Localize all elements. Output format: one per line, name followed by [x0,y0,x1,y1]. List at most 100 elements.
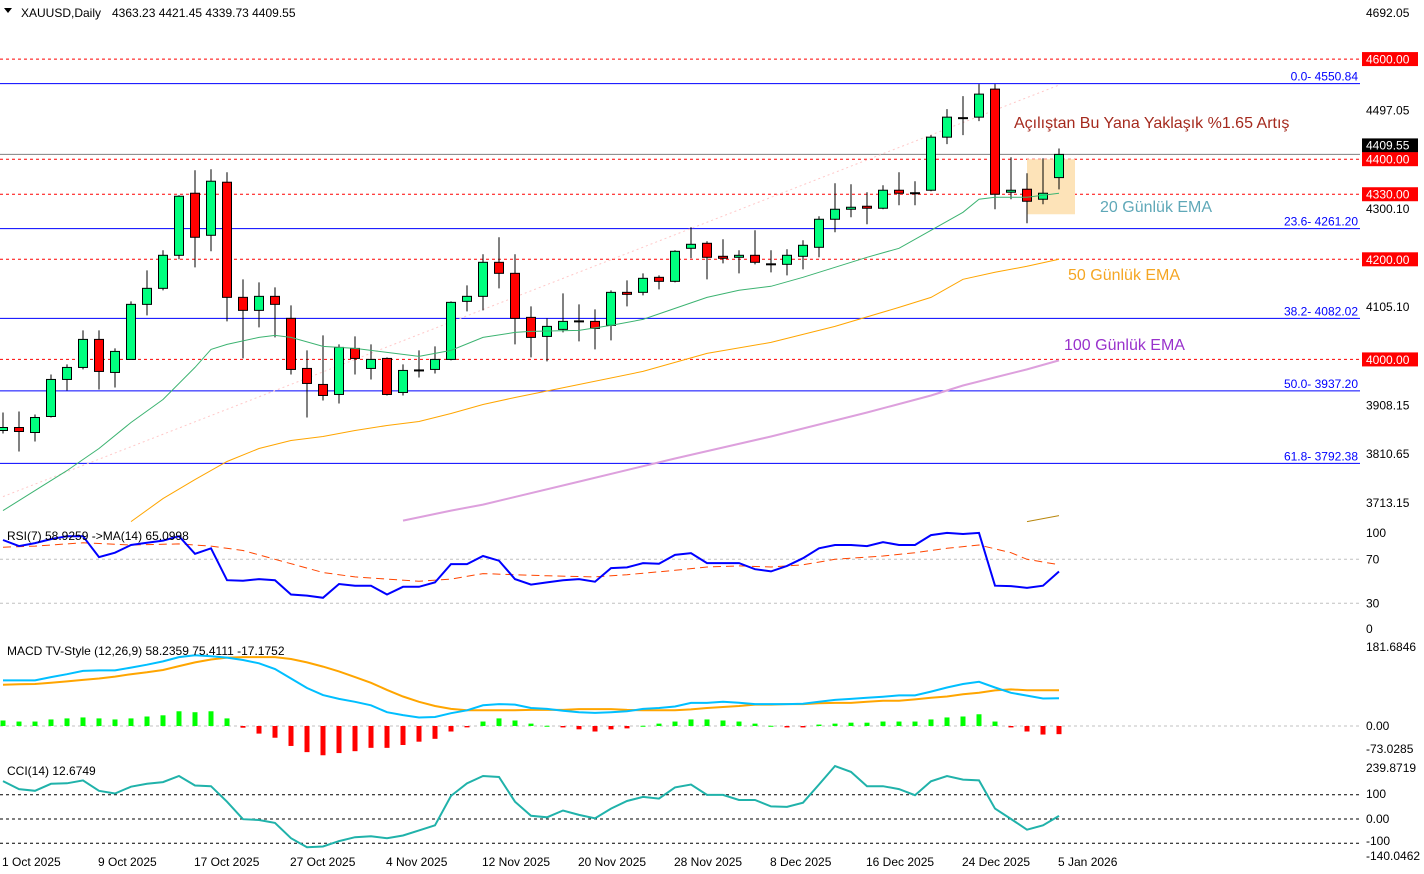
cci-axis-label: -100 [1366,834,1390,848]
candle[interactable] [110,348,120,388]
candle[interactable] [94,330,104,390]
rsi-pane[interactable] [0,531,1360,604]
candle[interactable] [958,96,968,136]
candle-body [686,243,696,249]
candle-body [798,244,808,257]
macd-histogram-bar [176,711,182,726]
macd-line [3,654,1060,719]
candle[interactable] [190,170,200,268]
candle[interactable] [382,357,392,396]
candle[interactable] [462,285,472,312]
date-axis-label: 27 Oct 2025 [290,855,356,869]
date-axis-label: 8 Dec 2025 [770,855,832,869]
candle[interactable] [126,301,136,360]
candle[interactable] [1054,148,1064,190]
level-price-tag [1362,152,1418,167]
triangle-down-icon[interactable] [4,8,12,13]
candle[interactable] [574,304,584,342]
candle[interactable] [510,254,520,345]
candle[interactable] [334,344,344,404]
candle[interactable] [942,109,952,145]
candle[interactable] [0,412,8,434]
macd-histogram-bar [704,719,710,726]
candle[interactable] [430,346,440,374]
candle[interactable] [782,249,792,276]
candle[interactable] [846,184,856,218]
candle[interactable] [702,241,712,280]
candle[interactable] [686,227,696,259]
candle[interactable] [494,237,504,289]
macd-histogram-bar [976,714,982,726]
candle-body [990,88,1000,195]
candle-body [1054,153,1064,179]
candle[interactable] [62,364,72,391]
candle[interactable] [718,239,728,264]
candle[interactable] [78,330,88,370]
candle[interactable] [414,350,424,378]
candle[interactable] [238,279,248,359]
candle[interactable] [894,172,904,206]
performance-annotation: Açılıştan Bu Yana Yaklaşık %1.65 Artış [1014,115,1289,132]
candle[interactable] [814,216,824,258]
date-axis-label: 1 Oct 2025 [2,855,61,869]
candle-body [446,301,456,360]
candle[interactable] [670,250,680,283]
candle-body [366,358,376,369]
candle[interactable] [222,172,232,322]
candle[interactable] [446,301,456,361]
candle[interactable] [558,293,568,333]
candle-body [782,254,792,265]
symbol-label: XAUUSD,Daily [21,6,101,20]
macd-histogram-bar [784,726,790,728]
candle[interactable] [46,374,56,418]
cci-pane[interactable] [0,764,1360,849]
candle-body [190,192,200,238]
price-pane[interactable]: 0.0- 4550.84 23.6- 4261.20 38.2- 4082.02 50… [0,58,1360,523]
price-axis[interactable]: 4692.05 4497.05 4300.10 4105.10 3908.15 3810.… [1362,6,1420,863]
candle[interactable] [302,350,312,418]
candle[interactable] [286,305,296,375]
candle[interactable] [638,273,648,296]
candle[interactable] [270,287,280,338]
macd-histogram-bar [528,723,534,726]
macd-histogram-bar [736,721,742,726]
candle[interactable] [1006,157,1016,200]
candle-body [878,189,888,209]
macd-axis-label: 0.00 [1366,719,1390,733]
macd-histogram-bar [640,725,646,727]
candle-body [318,383,328,396]
candle[interactable] [734,250,744,274]
candle[interactable] [30,414,40,442]
candle[interactable] [654,275,664,290]
candle[interactable] [766,250,776,273]
macd-histogram-bar [592,726,598,732]
candle[interactable] [974,84,984,122]
candle[interactable] [398,364,408,396]
time-axis[interactable]: 1 Oct 2025 9 Oct 2025 17 Oct 2025 27 Oct 20… [2,855,1118,869]
level-price-label: 4330.00 [1366,188,1410,202]
candle[interactable] [830,183,840,233]
candle[interactable] [254,282,264,328]
candle[interactable] [926,135,936,192]
candle[interactable] [878,185,888,210]
macd-histogram-bar [400,726,406,745]
candle[interactable] [478,254,488,311]
candle[interactable] [750,230,760,265]
macd-pane[interactable] [0,654,1360,756]
candle[interactable] [206,169,216,252]
candle[interactable] [14,411,24,452]
candle[interactable] [158,250,168,291]
candle[interactable] [1022,173,1032,224]
candle[interactable] [142,270,152,316]
macd-histogram-bar [128,718,134,726]
candle[interactable] [910,181,920,206]
candle[interactable] [174,195,184,260]
candle-body [702,242,712,258]
candle[interactable] [990,84,1000,210]
candle-body [494,261,504,274]
candle[interactable] [862,192,872,225]
candle[interactable] [622,280,632,307]
candle[interactable] [798,240,808,270]
